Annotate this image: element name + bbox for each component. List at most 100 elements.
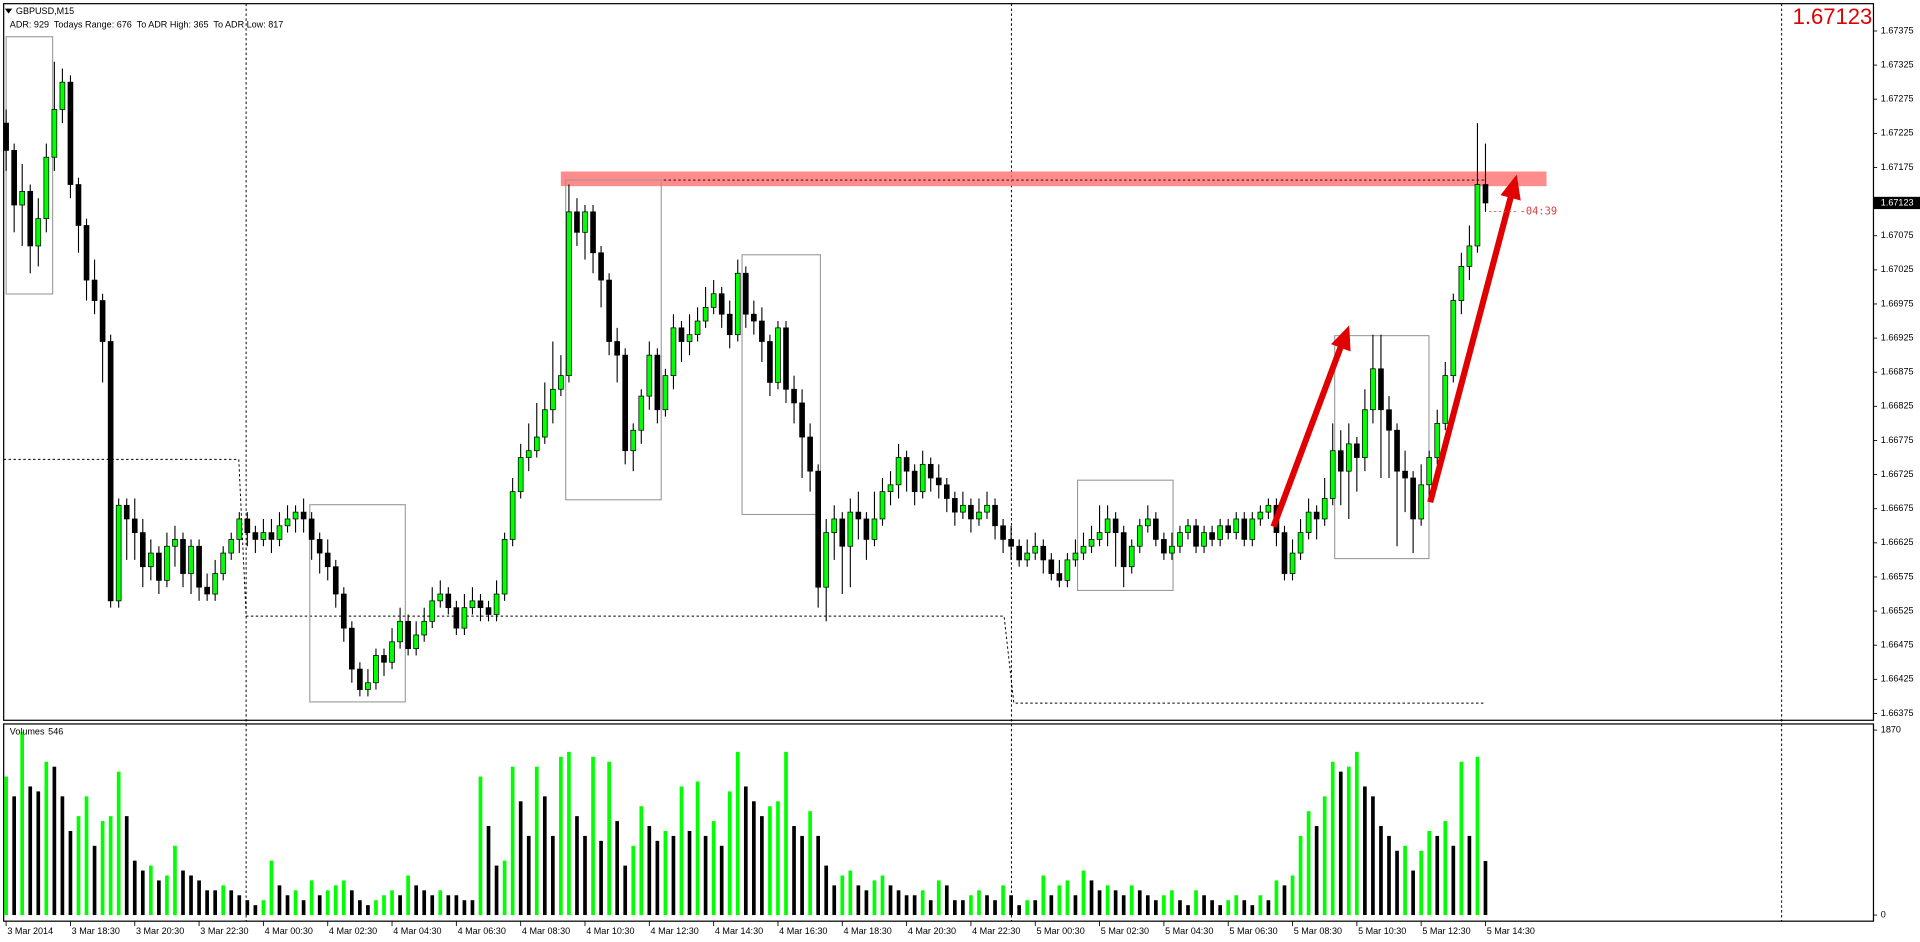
candle-body xyxy=(533,436,540,452)
volume-bar xyxy=(776,801,780,916)
candle-body xyxy=(139,532,146,568)
candle-body xyxy=(1080,545,1087,554)
volume-bar xyxy=(1113,890,1118,916)
y-tick-label: 1.67075 xyxy=(1881,230,1914,240)
volume-bar xyxy=(20,732,25,916)
candle-body xyxy=(1354,443,1360,458)
volume-bar xyxy=(711,821,716,916)
volume-bar xyxy=(1001,885,1005,916)
volume-bar xyxy=(398,895,402,916)
volume-bar xyxy=(157,880,161,916)
volume-bar xyxy=(864,890,869,916)
candle-body xyxy=(373,655,379,684)
candle-body xyxy=(67,81,74,185)
candle-body xyxy=(1000,525,1006,540)
candle-body xyxy=(1104,518,1111,533)
candle-body xyxy=(51,109,58,158)
volume-bar xyxy=(663,830,668,916)
candle-body xyxy=(99,300,106,342)
y-tick-label: 1.67225 xyxy=(1881,128,1914,138)
volume-bar xyxy=(1081,870,1086,916)
x-tick-label: 4 Mar 08:30 xyxy=(522,926,570,936)
volume-bar xyxy=(1427,830,1432,916)
volume-bar xyxy=(229,890,234,916)
volume-bar xyxy=(253,905,258,916)
volume-bar xyxy=(534,766,539,916)
volume-bar xyxy=(165,875,169,916)
y-tick-label: 1.66825 xyxy=(1881,401,1914,411)
x-tick-label: 3 Mar 20:30 xyxy=(136,926,184,936)
volume-bar xyxy=(928,900,933,916)
current-price-big: 1.67123 xyxy=(1793,4,1873,29)
candle-body xyxy=(156,552,162,581)
x-tick-label: 4 Mar 18:30 xyxy=(844,926,892,936)
candle-body xyxy=(1008,539,1014,547)
candle-body xyxy=(927,463,934,479)
candle-body xyxy=(1144,518,1151,527)
menu-triangle[interactable] xyxy=(4,8,13,14)
candle-body xyxy=(172,539,178,547)
volume-bar xyxy=(4,776,8,916)
volume-bar xyxy=(470,900,475,916)
volume-bar xyxy=(12,796,16,916)
volume-bar xyxy=(261,900,266,916)
volume-bar xyxy=(358,900,362,916)
volume-bar xyxy=(293,890,298,916)
candle-body xyxy=(1128,545,1135,568)
candle-body xyxy=(903,457,910,472)
volume-bar xyxy=(1371,796,1375,916)
volume-bar xyxy=(1242,900,1247,916)
candle-body xyxy=(678,327,685,342)
arrow-head xyxy=(1500,174,1521,201)
volume-bar xyxy=(124,816,129,916)
volume-label: Volumes 546 xyxy=(10,727,63,737)
candle-body xyxy=(742,272,749,315)
candle-body xyxy=(59,81,66,110)
adr-level-line xyxy=(3,458,1486,704)
candle-body xyxy=(1370,368,1376,411)
candle-body xyxy=(710,293,717,308)
volume-bar xyxy=(1290,875,1295,916)
candle-body xyxy=(308,518,315,540)
volume-bar xyxy=(567,751,571,916)
candle-body xyxy=(413,634,419,649)
volume-bar xyxy=(1033,900,1038,916)
candle-body xyxy=(1329,450,1336,499)
volume-bar xyxy=(832,885,837,916)
volume-bar xyxy=(189,875,193,916)
candle-body xyxy=(855,511,862,520)
candle-body xyxy=(654,354,661,411)
candle-body xyxy=(566,211,572,376)
candle-body xyxy=(694,320,701,336)
candle-body xyxy=(268,532,275,540)
candle-body xyxy=(148,552,154,568)
candle-body xyxy=(799,402,805,438)
candle-body xyxy=(389,641,395,663)
volume-bar xyxy=(1194,890,1198,916)
candle-body xyxy=(1345,443,1352,472)
candle-body xyxy=(871,518,878,540)
volume-bar xyxy=(1057,885,1062,916)
x-tick-label: 4 Mar 02:30 xyxy=(329,926,377,936)
volume-bar xyxy=(575,816,579,916)
candle-body xyxy=(1297,532,1304,554)
x-tick-label: 4 Mar 12:30 xyxy=(651,926,699,936)
candle-body xyxy=(445,593,452,609)
volume-bar xyxy=(904,895,909,916)
candle-body xyxy=(1265,504,1272,513)
volume-bar xyxy=(197,880,201,916)
candle-body xyxy=(477,600,484,609)
candle-body xyxy=(357,668,363,690)
candle-body xyxy=(300,511,307,520)
arrow-line xyxy=(1427,195,1514,504)
volume-bar xyxy=(317,895,322,916)
volume-bar xyxy=(1403,845,1407,916)
volume-bar xyxy=(599,840,603,916)
volume-bar xyxy=(149,865,153,916)
volume-bar xyxy=(559,756,563,916)
y-tick-label: 1.66775 xyxy=(1881,435,1914,445)
volume-bar xyxy=(784,751,788,916)
volume-tick-label: 1870 xyxy=(1881,724,1901,734)
candle-body xyxy=(244,518,251,533)
volume-bar xyxy=(1154,900,1158,916)
